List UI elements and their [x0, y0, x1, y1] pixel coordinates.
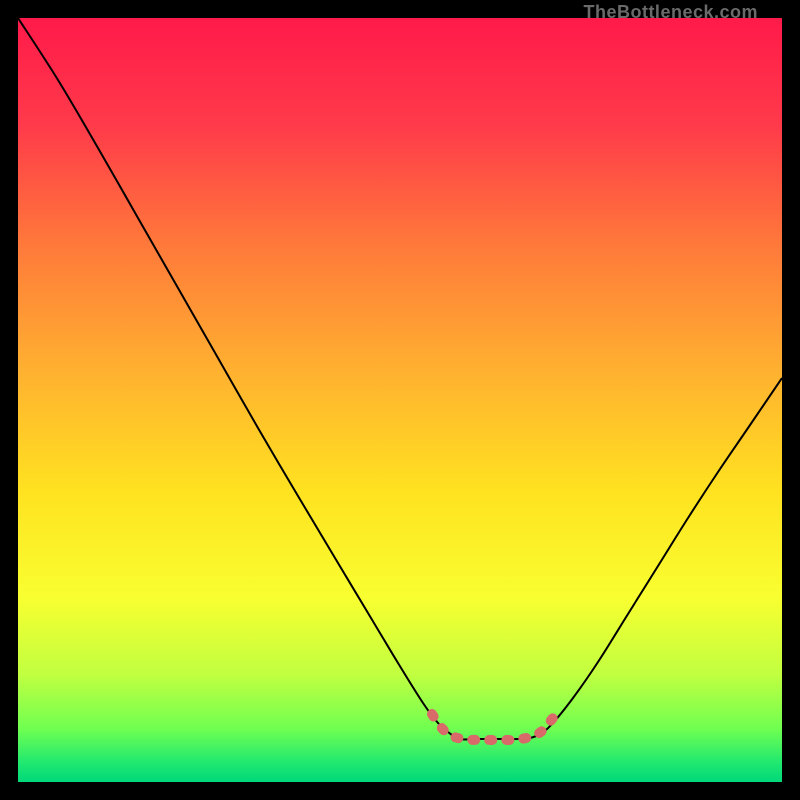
chart-container: TheBottleneck.com: [0, 0, 800, 800]
chart-svg: [18, 18, 782, 782]
